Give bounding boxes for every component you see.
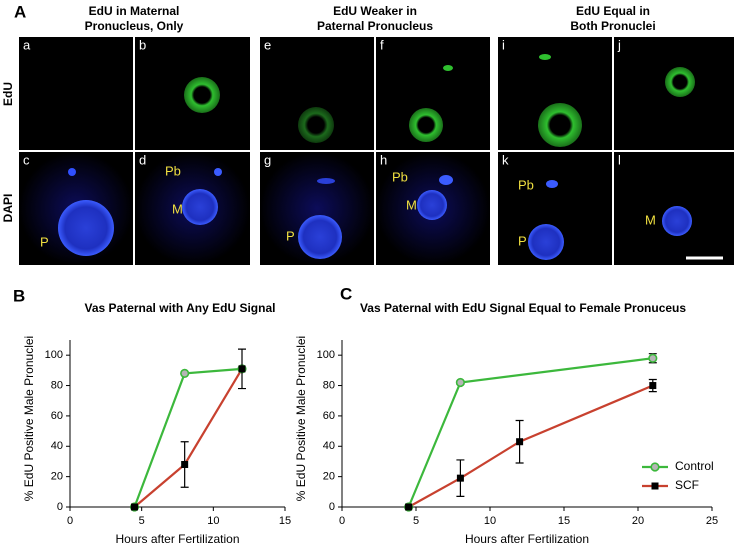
y-axis-label: % EdU Positive Male Pronuclei — [22, 336, 36, 501]
y-axis-label: % EdU Positive Male Pronuclei — [294, 336, 308, 501]
marker — [181, 460, 189, 468]
marker — [455, 377, 466, 388]
y-tick-label: 100 — [45, 349, 63, 361]
x-tick-label: 10 — [207, 515, 219, 527]
annotation: M — [172, 201, 183, 216]
annotation: M — [645, 212, 656, 227]
y-tick-label: 60 — [51, 410, 63, 422]
annotation: P — [40, 234, 49, 249]
marker — [648, 353, 658, 363]
annotation: P — [286, 228, 295, 243]
x-tick-label: 20 — [632, 515, 644, 527]
group-header: EdU in Maternal — [89, 4, 180, 18]
y-tick-label: 40 — [323, 440, 335, 452]
cell-label: k — [502, 152, 509, 167]
cell-label: f — [380, 37, 384, 52]
cell-label: i — [502, 37, 505, 52]
x-axis-label: Hours after Fertilization — [465, 532, 589, 546]
group-header: Both Pronuclei — [570, 19, 655, 33]
y-tick-label: 60 — [323, 410, 335, 422]
marker — [131, 503, 138, 511]
y-tick-label: 40 — [51, 440, 63, 452]
cell-label: a — [23, 37, 31, 52]
cell-label: e — [264, 37, 271, 52]
cell-label: l — [618, 152, 621, 167]
marker — [456, 474, 464, 482]
row-label: DAPI — [1, 194, 15, 223]
marker — [405, 503, 413, 511]
chart-title: Vas Paternal with Any EdU Signal — [85, 301, 276, 315]
marker — [516, 438, 524, 446]
annotation: M — [406, 197, 417, 212]
cell-label: j — [617, 37, 621, 52]
group-header: Paternal Pronucleus — [317, 19, 433, 33]
annotation: Pb — [392, 169, 408, 184]
annotation: P — [518, 233, 527, 248]
x-tick-label: 5 — [413, 515, 419, 527]
x-tick-label: 15 — [558, 515, 570, 527]
y-tick-label: 80 — [51, 379, 63, 391]
series-line — [133, 368, 243, 508]
x-tick-label: 15 — [279, 515, 291, 527]
cell-label: d — [139, 152, 146, 167]
x-tick-label: 5 — [139, 515, 145, 527]
x-tick-label: 0 — [67, 515, 73, 527]
panel-label: B — [13, 286, 25, 305]
legend-label: Control — [675, 459, 714, 473]
cell-label: g — [264, 152, 271, 167]
micrographs — [19, 37, 734, 265]
x-axis-label: Hours after Fertilization — [115, 532, 239, 546]
x-tick-label: 25 — [706, 515, 718, 527]
y-tick-label: 100 — [317, 349, 335, 361]
y-tick-label: 20 — [323, 471, 335, 483]
y-tick-label: 20 — [51, 471, 63, 483]
annotation: Pb — [518, 177, 534, 192]
y-tick-label: 80 — [323, 379, 335, 391]
panel-label: A — [14, 2, 26, 21]
group-header: EdU Equal in — [576, 4, 650, 18]
x-tick-label: 10 — [484, 515, 496, 527]
group-header: Pronucleus, Only — [85, 19, 184, 33]
marker — [649, 382, 657, 390]
series-line — [133, 367, 243, 508]
y-tick-label: 0 — [329, 501, 335, 513]
panel-label: C — [340, 284, 352, 303]
series-line — [408, 384, 654, 508]
marker — [180, 368, 190, 379]
cell-label: b — [139, 37, 146, 52]
series-line — [407, 357, 653, 508]
x-tick-label: 0 — [339, 515, 345, 527]
group-header: EdU Weaker in — [333, 4, 417, 18]
marker — [651, 482, 659, 490]
row-label: EdU — [1, 82, 15, 106]
cell-label: h — [380, 152, 387, 167]
annotation: Pb — [165, 163, 181, 178]
cell-label: c — [23, 152, 30, 167]
marker — [650, 462, 660, 472]
legend-label: SCF — [675, 478, 699, 492]
chart-title: Vas Paternal with EdU Signal Equal to Fe… — [360, 301, 686, 315]
y-tick-label: 0 — [57, 501, 63, 513]
marker — [238, 365, 246, 373]
